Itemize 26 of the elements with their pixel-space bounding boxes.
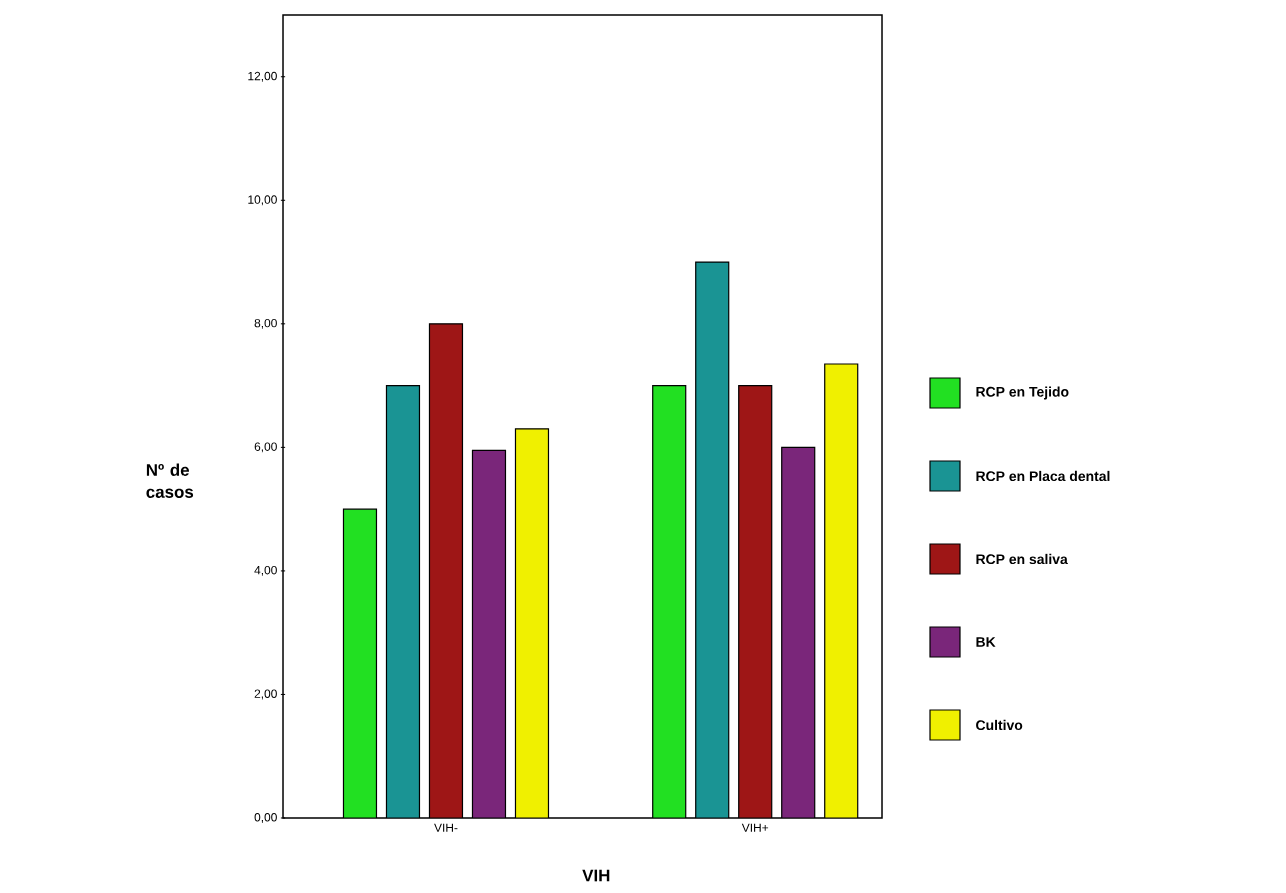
bar: [428, 323, 464, 818]
legend-label: Cultivo: [976, 719, 1023, 731]
legend-label: RCP en saliva: [976, 553, 1068, 565]
x-axis-title: VIH: [582, 869, 610, 882]
x-tick-label: VIH-: [434, 823, 458, 832]
y-axis-title: Nº de casos: [146, 463, 194, 498]
legend-label: RCP en Tejido: [976, 386, 1069, 400]
y-tick-label: 0,00: [254, 813, 277, 823]
bar: [738, 385, 773, 818]
bar: [695, 261, 730, 818]
bar: [781, 446, 816, 818]
y-tick-label: 2,00: [254, 689, 277, 700]
bar: [471, 449, 507, 818]
y-tick-label: 6,00: [254, 442, 277, 453]
bar: [342, 508, 378, 818]
y-tick-label: 12,00: [248, 71, 277, 82]
bar: [385, 385, 421, 818]
bar: [514, 428, 550, 818]
legend-label: RCP en Placa dental: [976, 470, 1110, 482]
legend-label: BK: [976, 637, 996, 647]
x-tick-label: VIH+: [741, 823, 769, 832]
bar: [824, 363, 859, 818]
y-tick-label: 10,00: [248, 195, 277, 206]
bar: [652, 385, 687, 818]
y-tick-label: 8,00: [254, 318, 277, 329]
y-tick-label: 4,00: [254, 565, 277, 576]
